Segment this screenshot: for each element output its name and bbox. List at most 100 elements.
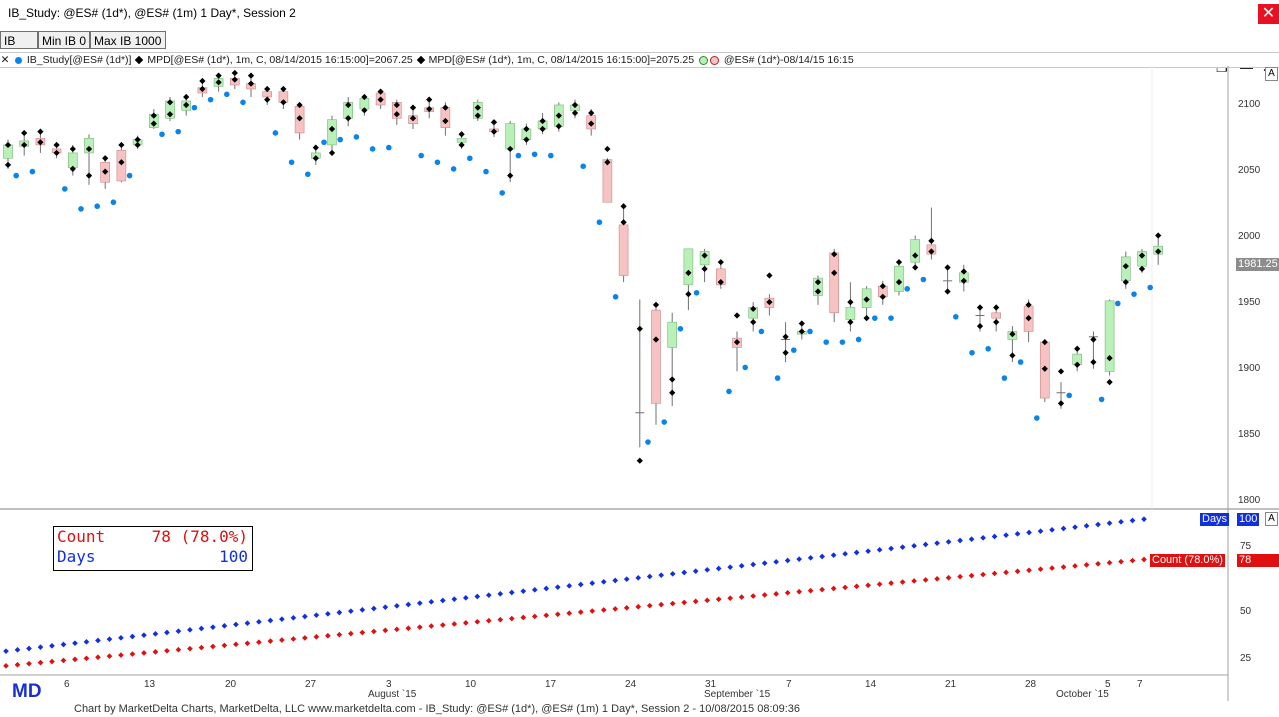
count-dot: [646, 602, 653, 609]
mpd-diamond: [636, 325, 643, 332]
days-dot: [761, 560, 768, 566]
ib-dot: [1001, 375, 1008, 381]
mpd-diamond: [620, 219, 627, 226]
mpd-diamond: [750, 319, 757, 326]
up-candle: [845, 307, 856, 320]
count-dot: [290, 636, 297, 642]
days-dot: [405, 601, 412, 608]
count-dot: [1118, 558, 1124, 565]
days-dot: [1014, 531, 1021, 537]
date-tick: 10: [465, 679, 477, 690]
days-dot: [876, 547, 883, 553]
mpd-diamond: [409, 104, 417, 111]
mpd-diamond: [912, 264, 919, 271]
mpd-diamond: [766, 272, 773, 279]
count-dot: [531, 613, 538, 620]
count-dot: [336, 631, 343, 638]
count-dot: [1072, 563, 1078, 569]
month-label: August `15: [368, 688, 417, 700]
ib-dot: [240, 99, 246, 106]
count-dot: [1106, 559, 1113, 566]
autoscale-button[interactable]: A: [1265, 67, 1278, 81]
days-dot: [577, 581, 584, 588]
days-dot: [313, 612, 320, 618]
mpd-diamond: [685, 291, 692, 298]
days-dot: [428, 599, 435, 605]
count-dot: [1060, 564, 1067, 570]
days-dot: [371, 605, 377, 612]
down-candle: [262, 91, 273, 98]
days-dot: [152, 631, 159, 637]
count-dot: [738, 594, 745, 600]
mpd-diamond: [166, 111, 174, 118]
days-dot: [554, 584, 561, 590]
mpd-diamond: [328, 149, 336, 157]
mpd-diamond: [976, 304, 984, 311]
ib-dot: [126, 172, 133, 179]
ib-dot: [969, 349, 975, 356]
ib-dot: [175, 128, 181, 135]
up-candle: [84, 137, 94, 154]
count-dot: [267, 638, 274, 644]
mpd-diamond: [1106, 354, 1113, 362]
mpd-diamond: [1041, 365, 1048, 372]
count-dot: [577, 609, 584, 615]
lower-autoscale-button[interactable]: A: [1265, 512, 1278, 526]
days-dot: [819, 553, 825, 560]
count-dot: [819, 586, 825, 593]
ib-dot: [418, 152, 425, 159]
days-dot: [957, 537, 963, 544]
count-dot: [957, 573, 963, 580]
mpd-diamond: [620, 203, 627, 210]
close-icon[interactable]: ✕: [1258, 4, 1279, 24]
mpd-diamond: [1122, 263, 1129, 270]
count-dot: [72, 656, 78, 663]
count-dot: [279, 637, 285, 643]
days-dot: [888, 545, 894, 552]
mpd-diamond: [1025, 315, 1032, 322]
mpd-diamond: [993, 319, 1000, 326]
ib-dot: [29, 168, 36, 175]
count-dot: [244, 640, 251, 647]
tab-min-ib[interactable]: Min IB 0: [38, 31, 90, 49]
count-dot: [497, 616, 504, 623]
days-dot: [1118, 519, 1124, 525]
count-dot: [210, 643, 216, 650]
mpd-diamond: [69, 145, 76, 153]
ib-dot: [823, 339, 829, 345]
count-dot: [129, 651, 136, 657]
days-dot: [210, 624, 216, 630]
legend-count-label: Count: [57, 527, 106, 546]
count-dot: [3, 663, 9, 669]
count-dot: [623, 605, 630, 611]
tab-max-ib[interactable]: Max IB 1000: [90, 31, 166, 49]
count-dot: [26, 660, 32, 667]
days-dot: [508, 589, 515, 596]
count-dot: [474, 618, 481, 625]
count-dot: [95, 654, 101, 661]
mpd-diamond: [717, 259, 724, 266]
count-dot: [233, 641, 239, 648]
mpd-diamond: [798, 320, 805, 327]
count-dot: [692, 598, 699, 605]
count-dot: [1003, 569, 1009, 576]
count-dot: [152, 649, 159, 655]
diamond-icon: [135, 55, 144, 65]
infobar-close-icon[interactable]: ✕: [0, 54, 10, 66]
ib-dot: [1066, 392, 1072, 399]
count-dot: [658, 601, 665, 608]
mpd-diamond: [1106, 378, 1113, 386]
tab-ib[interactable]: IB 1.5: [0, 31, 38, 66]
count-dot: [635, 603, 642, 610]
days-tag: Days: [1200, 513, 1230, 526]
days-dot: [1129, 517, 1136, 524]
mpd-diamond: [895, 259, 903, 266]
up-candle: [456, 137, 467, 143]
date-tick: 5: [1105, 679, 1111, 690]
count-dot: [485, 617, 492, 624]
price-chart[interactable]: 2100 2050 2000 1950 1900 1850 1800 75 50…: [0, 66, 1279, 706]
date-tick: 17: [545, 679, 557, 690]
days-dot: [290, 615, 297, 621]
days-dot: [256, 619, 262, 625]
days-dot: [382, 604, 389, 610]
